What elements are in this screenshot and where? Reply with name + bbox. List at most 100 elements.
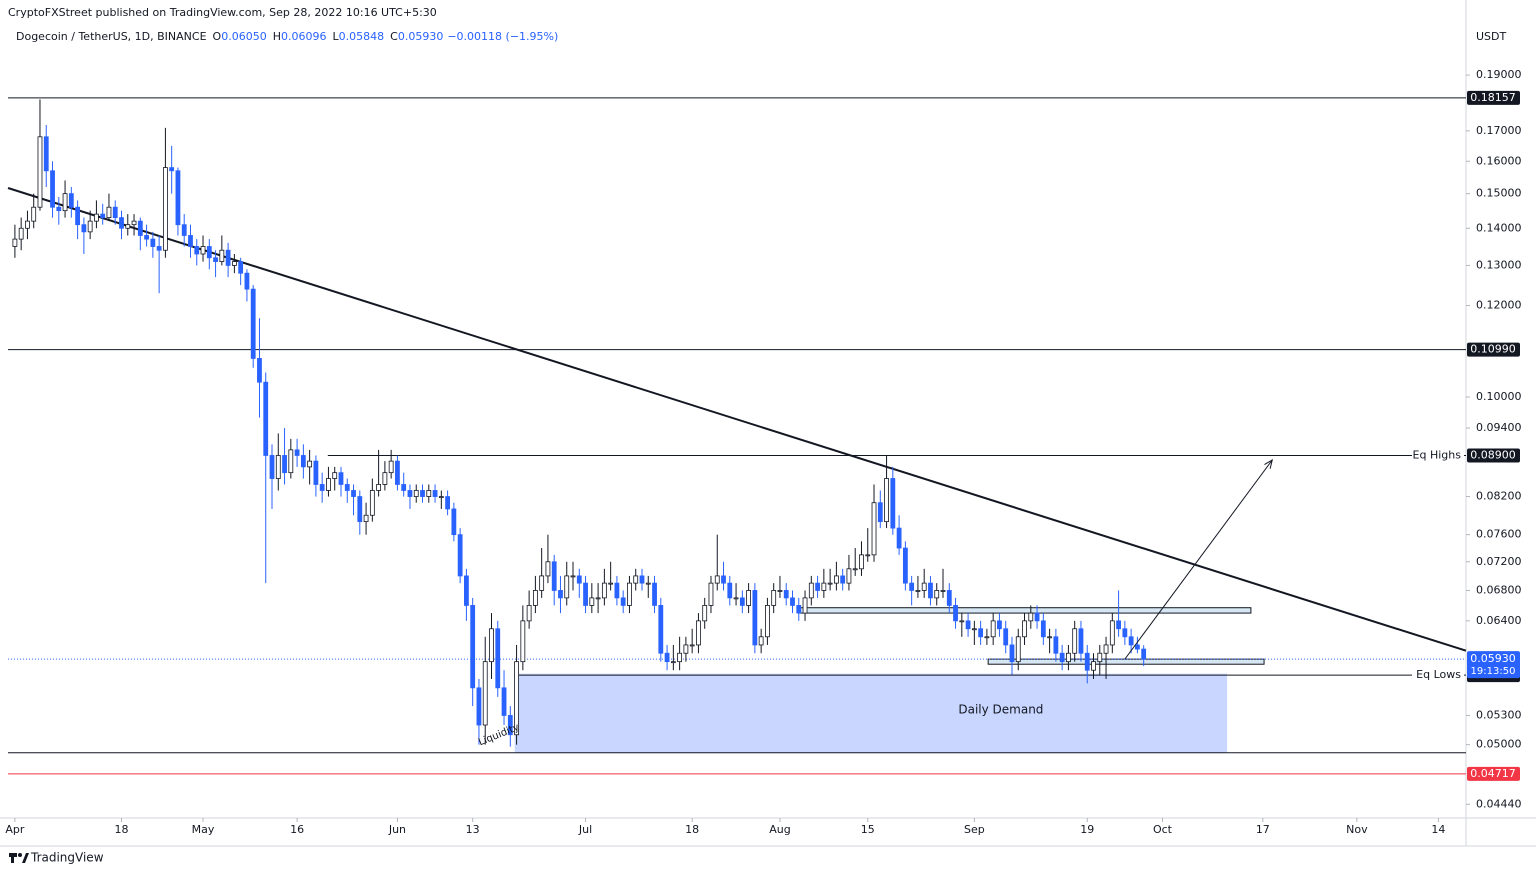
price-label-bg bbox=[1467, 342, 1520, 357]
brand: TradingView bbox=[30, 851, 104, 865]
candle-body bbox=[846, 568, 852, 584]
candle-body bbox=[175, 170, 181, 226]
candle-body bbox=[739, 597, 745, 606]
candle-body bbox=[194, 246, 200, 255]
candle-body bbox=[978, 628, 984, 638]
candle-body bbox=[777, 590, 783, 592]
candle-body bbox=[620, 597, 626, 606]
y-tick-label: 0.13000 bbox=[1476, 258, 1522, 271]
candle-body bbox=[934, 590, 940, 599]
candle-body bbox=[765, 605, 770, 638]
candle-body bbox=[501, 687, 507, 716]
candle-body bbox=[545, 561, 551, 577]
ohlc-key: L bbox=[333, 30, 340, 43]
candle-body bbox=[238, 261, 244, 274]
candle-body bbox=[407, 490, 413, 497]
y-tick-label: 0.14000 bbox=[1476, 221, 1522, 234]
candle-body bbox=[344, 484, 350, 491]
y-tick-label: 0.19000 bbox=[1476, 68, 1522, 81]
candle-body bbox=[1047, 636, 1053, 639]
candle-body bbox=[984, 636, 990, 639]
candle-body bbox=[859, 554, 864, 570]
candle-body bbox=[1128, 636, 1134, 646]
candle-body bbox=[639, 575, 645, 584]
candle-body bbox=[332, 472, 338, 479]
candle-body bbox=[808, 582, 814, 599]
candle-body bbox=[1022, 620, 1027, 638]
candle-body bbox=[300, 455, 306, 468]
candle-body bbox=[990, 620, 996, 638]
ohlc-key: O bbox=[213, 30, 222, 43]
candle-body bbox=[75, 206, 81, 226]
ohlc-key: C bbox=[390, 30, 398, 43]
candle-body bbox=[871, 502, 877, 556]
candle-body bbox=[1097, 652, 1103, 663]
price-label: 0.18157 bbox=[1470, 91, 1516, 104]
candle-body bbox=[583, 582, 588, 606]
candle-body bbox=[131, 220, 137, 226]
candle-body bbox=[68, 193, 74, 208]
candle-body bbox=[940, 590, 946, 592]
candle-body bbox=[1066, 652, 1071, 663]
candle-body bbox=[482, 661, 488, 726]
y-tick-label: 0.07200 bbox=[1476, 555, 1522, 568]
candle-body bbox=[369, 490, 375, 516]
candle-body bbox=[250, 288, 256, 359]
candle-body bbox=[382, 472, 388, 485]
candle-body bbox=[1015, 636, 1021, 663]
candle-body bbox=[313, 460, 319, 485]
candle-body bbox=[1122, 628, 1128, 638]
candle-body bbox=[1059, 652, 1065, 663]
candle-body bbox=[1009, 644, 1015, 663]
candle-body bbox=[326, 478, 331, 491]
x-tick-label: 18 bbox=[115, 823, 129, 836]
candle-body bbox=[514, 661, 519, 736]
candle-body bbox=[902, 547, 908, 584]
candle-body bbox=[420, 490, 425, 497]
candle-body bbox=[708, 582, 714, 606]
candle-body bbox=[137, 220, 143, 236]
candle-body bbox=[971, 628, 977, 631]
candle-body bbox=[476, 687, 482, 726]
candle-body bbox=[470, 605, 476, 689]
candle-body bbox=[570, 575, 576, 578]
candle-body bbox=[1091, 661, 1096, 671]
candle-body bbox=[464, 575, 469, 606]
candle-body bbox=[100, 213, 106, 219]
candle-body bbox=[181, 224, 187, 236]
candle-body bbox=[319, 484, 325, 491]
candle-body bbox=[338, 472, 344, 485]
candle-body bbox=[457, 534, 463, 577]
candle-body bbox=[633, 575, 639, 584]
candle-body bbox=[915, 590, 921, 592]
candle-body bbox=[12, 238, 18, 247]
candle-body bbox=[50, 170, 55, 208]
ohlc-value: 0.05848 bbox=[339, 30, 385, 43]
candle-body bbox=[451, 508, 457, 536]
level-note: Eq Highs bbox=[1413, 448, 1462, 461]
candle-body bbox=[37, 136, 43, 208]
candle-body bbox=[802, 597, 808, 614]
x-tick-label: 17 bbox=[1256, 823, 1270, 836]
candle-body bbox=[244, 272, 250, 290]
candle-body bbox=[721, 575, 726, 584]
last-price-bg bbox=[1467, 651, 1520, 679]
candle-body bbox=[664, 652, 670, 663]
candle-body bbox=[627, 582, 632, 606]
x-tick-label: 13 bbox=[466, 823, 480, 836]
candle-body bbox=[213, 257, 218, 262]
candle-body bbox=[714, 575, 720, 584]
candle-body bbox=[257, 358, 262, 383]
candle-body bbox=[219, 249, 225, 262]
candle-body bbox=[1028, 612, 1034, 622]
x-tick-label: 18 bbox=[685, 823, 699, 836]
candle-body bbox=[953, 605, 958, 622]
candle-body bbox=[163, 167, 168, 251]
countdown: 19:13:50 bbox=[1471, 666, 1516, 677]
candle-body bbox=[18, 227, 24, 240]
y-tick-label: 0.10000 bbox=[1476, 390, 1522, 403]
candle-body bbox=[125, 224, 131, 229]
candle-body bbox=[752, 590, 758, 646]
note-bg bbox=[1412, 448, 1464, 463]
level-note: Eq Lows bbox=[1416, 668, 1461, 681]
